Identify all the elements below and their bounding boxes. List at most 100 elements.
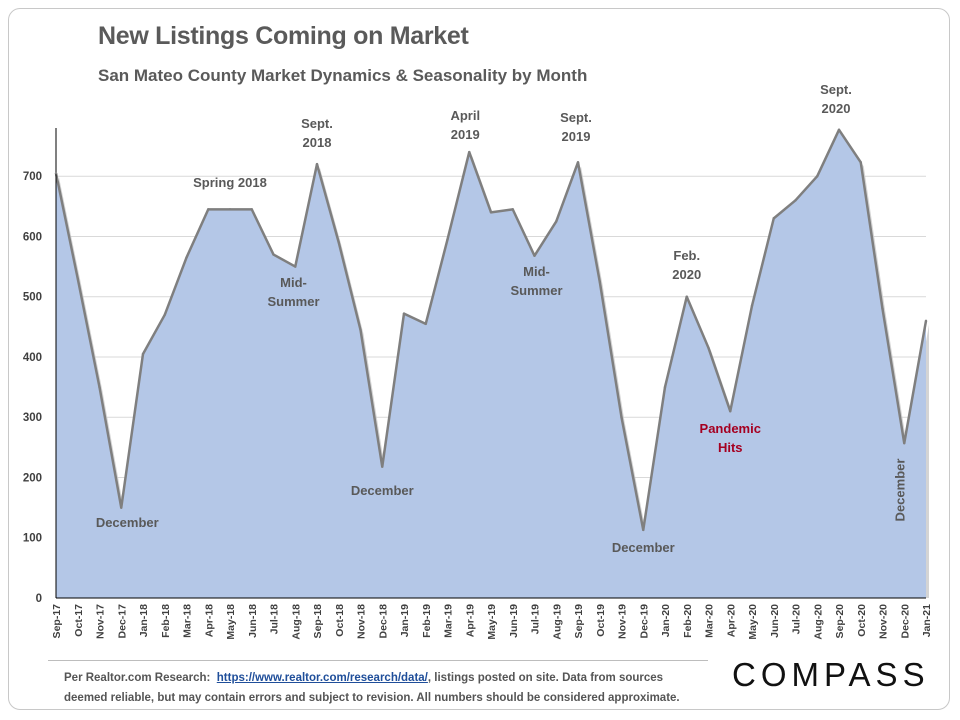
data-point bbox=[642, 528, 645, 532]
data-point bbox=[533, 254, 536, 257]
series-area bbox=[56, 129, 926, 599]
x-tick-label: Dec-20 bbox=[899, 604, 911, 639]
annotation-label: Mid- bbox=[280, 275, 307, 290]
data-point bbox=[120, 506, 123, 509]
chart-title: New Listings Coming on Market bbox=[98, 22, 469, 50]
y-tick-label: 500 bbox=[23, 292, 42, 304]
x-tick-label: Jul-19 bbox=[530, 604, 542, 635]
data-point bbox=[54, 171, 58, 175]
x-tick-label: May-18 bbox=[225, 604, 237, 640]
source-suffix: , listings posted on site. Data from sou… bbox=[427, 672, 664, 684]
x-tick-label: Aug-20 bbox=[812, 604, 824, 640]
data-point bbox=[76, 277, 79, 280]
data-point bbox=[598, 280, 601, 283]
annotation-label: April bbox=[450, 108, 480, 123]
x-tick-label: Oct-17 bbox=[73, 604, 85, 637]
x-tick-label: Jun-19 bbox=[508, 604, 520, 638]
annotation-label: Pandemic bbox=[700, 421, 761, 436]
x-tick-label: Jul-20 bbox=[791, 604, 803, 635]
footer-divider bbox=[48, 660, 708, 661]
data-point bbox=[750, 304, 754, 307]
data-point bbox=[620, 416, 623, 419]
x-tick-label: Feb-18 bbox=[160, 604, 172, 638]
y-tick-label: 0 bbox=[36, 593, 42, 605]
data-point bbox=[424, 322, 427, 326]
data-point bbox=[163, 313, 166, 316]
annotation-label: Summer bbox=[267, 294, 319, 309]
x-tick-label: Sep-17 bbox=[51, 604, 63, 639]
data-point bbox=[837, 128, 841, 132]
x-tick-label: May-19 bbox=[486, 604, 498, 640]
source-prefix: Per Realtor.com Research: bbox=[64, 672, 211, 684]
data-point bbox=[228, 208, 232, 211]
x-tick-label: Dec-18 bbox=[377, 604, 389, 639]
data-point bbox=[294, 265, 297, 268]
data-point bbox=[794, 199, 797, 202]
y-tick-label: 100 bbox=[23, 533, 42, 545]
data-point bbox=[924, 319, 928, 323]
x-tick-label: Jan-19 bbox=[399, 604, 411, 637]
x-tick-label: Jun-18 bbox=[247, 604, 259, 638]
data-point bbox=[729, 410, 732, 413]
y-tick-label: 300 bbox=[23, 412, 42, 424]
data-point bbox=[489, 211, 493, 214]
x-tick-label: Mar-18 bbox=[182, 604, 194, 638]
annotation-label: December bbox=[612, 540, 675, 555]
data-point bbox=[903, 441, 906, 445]
annotation-label: Feb. bbox=[673, 248, 700, 263]
x-tick-label: Jul-18 bbox=[269, 604, 281, 635]
x-tick-label: Apr-18 bbox=[203, 604, 215, 637]
data-point bbox=[141, 352, 145, 356]
data-point bbox=[446, 238, 449, 241]
data-point bbox=[402, 312, 406, 315]
data-point bbox=[881, 307, 884, 310]
x-tick-label: Aug-18 bbox=[290, 604, 302, 640]
data-point bbox=[207, 208, 210, 211]
x-tick-label: Nov-19 bbox=[617, 604, 629, 639]
data-point bbox=[359, 328, 362, 332]
x-tick-label: Dec-17 bbox=[116, 604, 128, 639]
x-tick-label: Sep-20 bbox=[834, 604, 846, 639]
x-tick-label: Jan-20 bbox=[660, 604, 672, 637]
data-point bbox=[772, 217, 775, 220]
x-tick-label: Nov-18 bbox=[356, 604, 368, 639]
y-tick-label: 700 bbox=[23, 171, 42, 183]
chart-subtitle: San Mateo County Market Dynamics & Seaso… bbox=[98, 66, 588, 85]
annotation-label: 2018 bbox=[303, 135, 332, 150]
data-point bbox=[685, 295, 688, 298]
x-tick-label: Dec-19 bbox=[638, 604, 650, 639]
source-link[interactable]: https://www.realtor.com/research/data/ bbox=[216, 672, 428, 684]
annotation-label: Hits bbox=[718, 440, 743, 455]
y-tick-label: 200 bbox=[23, 472, 42, 484]
y-tick-label: 400 bbox=[23, 352, 42, 364]
annotation-label: 2020 bbox=[672, 267, 701, 282]
annotation-label: Sept. bbox=[301, 116, 333, 131]
annotation-label: December bbox=[351, 483, 414, 498]
x-tick-label: Oct-20 bbox=[856, 604, 868, 637]
annotation-label: 2020 bbox=[822, 101, 851, 116]
x-tick-label: Oct-18 bbox=[334, 604, 346, 637]
x-tick-label: Jan-21 bbox=[921, 604, 933, 637]
x-tick-label: Feb-20 bbox=[682, 604, 694, 638]
x-tick-label: Oct-19 bbox=[595, 604, 607, 637]
data-point bbox=[816, 175, 819, 178]
x-tick-label: May-20 bbox=[747, 604, 759, 640]
annotation-label: Spring 2018 bbox=[193, 175, 267, 190]
x-tick-label: Sep-19 bbox=[573, 604, 585, 639]
annotation-label: Sept. bbox=[560, 110, 592, 125]
x-tick-label: Mar-19 bbox=[443, 604, 455, 638]
annotation-label: December bbox=[96, 515, 159, 530]
y-tick-label: 600 bbox=[23, 231, 42, 243]
x-tick-label: Feb-19 bbox=[421, 604, 433, 638]
source-disclaimer: deemed reliable, but may contain errors … bbox=[64, 692, 680, 704]
x-tick-label: Apr-19 bbox=[464, 604, 476, 637]
data-point bbox=[555, 220, 558, 223]
data-point bbox=[381, 465, 384, 468]
data-point bbox=[707, 346, 710, 350]
x-tick-label: Apr-20 bbox=[725, 604, 737, 637]
x-tick-label: Nov-20 bbox=[878, 604, 890, 639]
data-point bbox=[859, 161, 862, 164]
annotation-label: December bbox=[892, 459, 907, 522]
x-tick-label: Aug-19 bbox=[551, 604, 563, 640]
